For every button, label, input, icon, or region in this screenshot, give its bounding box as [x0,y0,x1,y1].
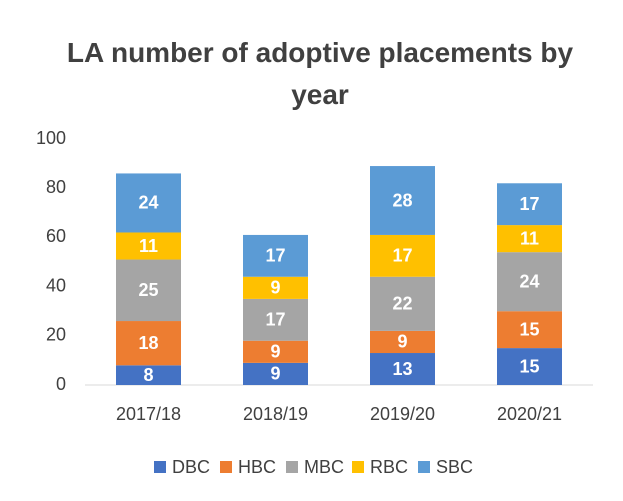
data-label: 17 [392,246,412,266]
data-label: 11 [520,228,539,248]
data-label: 13 [392,359,412,379]
data-label: 9 [270,342,280,362]
legend-label: SBC [436,457,473,477]
legend-swatch [154,461,166,473]
legend-swatch [352,461,364,473]
bar-segment [116,173,181,233]
data-label: 15 [519,319,539,339]
bar-segment [116,321,181,366]
bar-segment [116,365,181,385]
bar-segment [243,340,308,363]
data-label: 17 [265,246,285,266]
y-tick-label: 100 [36,128,66,148]
data-label: 17 [265,310,285,330]
bar-segment [497,252,562,312]
legend-label: DBC [172,457,210,477]
bar-segment [370,353,435,385]
data-label: 11 [139,236,158,256]
legend-swatch [418,461,430,473]
data-label: 18 [138,333,158,353]
legend-label: RBC [370,457,408,477]
legend-label: HBC [238,457,276,477]
data-label: 9 [270,364,280,384]
data-label: 8 [143,365,153,385]
x-tick-label: 2020/21 [497,404,562,424]
y-tick-label: 20 [46,325,66,345]
data-label: 9 [397,332,407,352]
bar-segment [370,330,435,354]
data-label: 24 [138,193,158,213]
bar-segment [116,232,181,260]
y-tick-label: 60 [46,226,66,246]
bar-segment [370,276,435,331]
bar-segment [243,234,308,277]
bar-segment [243,362,308,385]
data-label: 9 [270,278,280,298]
bar-segment [370,166,435,235]
chart-title: LA number of adoptive placements by year [66,37,574,110]
bar-segment [497,183,562,226]
data-label: 22 [392,294,412,314]
bar-segment [370,234,435,277]
bar-segment [116,259,181,322]
x-tick-label: 2018/19 [243,404,308,424]
legend-swatch [220,461,232,473]
legend-swatch [286,461,298,473]
y-tick-label: 80 [46,177,66,197]
data-label: 15 [519,356,539,376]
bar-segment [497,225,562,253]
data-label: 24 [519,271,539,291]
bar-segment [497,348,562,385]
bar-segment [243,298,308,341]
data-label: 28 [392,190,412,210]
bar-segment [243,276,308,299]
legend-label: MBC [304,457,344,477]
bar-segment [497,311,562,349]
x-tick-label: 2017/18 [116,404,181,424]
y-tick-label: 40 [46,275,66,295]
y-tick-label: 0 [56,374,66,394]
x-tick-label: 2019/20 [370,404,435,424]
data-label: 25 [138,280,158,300]
data-label: 17 [519,194,539,214]
